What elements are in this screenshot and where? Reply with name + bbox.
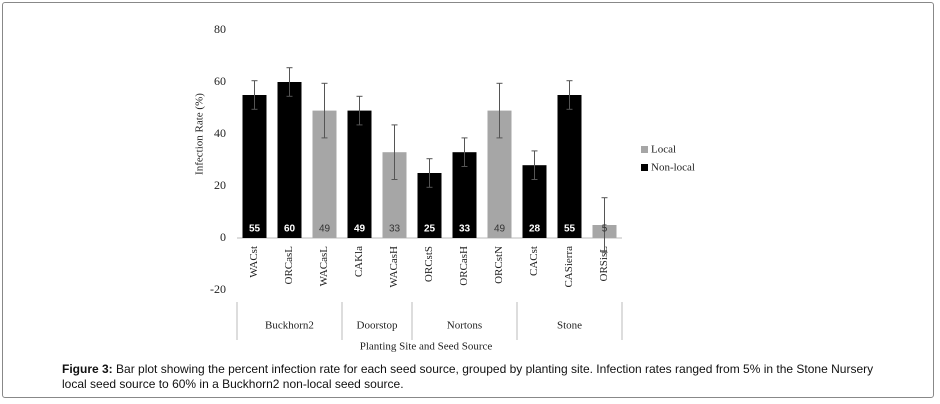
caption: Figure 3: Bar plot showing the percent i… [62, 362, 882, 392]
legend-swatch [641, 164, 648, 171]
bar [242, 95, 267, 238]
error-bar [286, 67, 293, 97]
bar [347, 110, 372, 238]
error-bar [356, 95, 363, 126]
error-bar [531, 150, 538, 180]
y-tick-label: 20 [214, 178, 226, 192]
value-label: 25 [424, 224, 436, 235]
value-label: 55 [249, 224, 261, 235]
error-bar [461, 137, 468, 167]
value-label: 55 [564, 224, 576, 235]
x-tick-label: WACasL [318, 246, 330, 287]
value-label: 49 [319, 224, 331, 235]
y-tick-label: 0 [220, 230, 226, 244]
group-label: Buckhorn2 [265, 320, 314, 332]
y-tick-label: 40 [214, 126, 226, 140]
legend-label: Local [651, 144, 676, 156]
x-tick-label: CASierra [563, 246, 575, 288]
x-tick-label: CACst [528, 246, 540, 276]
x-tick-label: WACst [248, 246, 260, 278]
error-bar [426, 158, 433, 188]
value-label: 49 [494, 224, 506, 235]
error-bar [566, 80, 573, 110]
legend-swatch [641, 146, 648, 153]
x-tick-label: ORCasL [283, 246, 295, 285]
legend-label: Non-local [651, 162, 695, 174]
caption-label: Figure 3: [62, 362, 113, 376]
y-tick-label: -20 [210, 282, 226, 296]
error-bar [391, 124, 398, 180]
y-tick-label: 80 [214, 22, 226, 36]
value-label: 5 [602, 224, 608, 235]
error-bar [251, 80, 258, 110]
error-bar [601, 197, 608, 253]
bar [557, 95, 582, 238]
error-bar [496, 82, 503, 139]
figure-frame [2, 2, 934, 398]
y-axis-title: Infection Rate (%) [194, 93, 206, 175]
x-axis-title: Planting Site and Seed Source [360, 341, 493, 353]
value-label: 33 [389, 224, 401, 235]
x-tick-label: ORCasH [458, 246, 470, 286]
x-tick-label: WACasH [388, 246, 400, 288]
x-tick-label: ORCstN [493, 246, 505, 284]
error-bar [321, 82, 328, 139]
x-tick-label: ORSisL [598, 246, 610, 282]
value-label: 60 [284, 224, 296, 235]
value-label: 49 [354, 224, 366, 235]
caption-text: Bar plot showing the percent infection r… [62, 362, 874, 391]
value-label: 33 [459, 224, 471, 235]
group-label: Doorstop [357, 320, 398, 332]
x-tick-label: CAKla [353, 246, 365, 277]
value-label: 28 [529, 224, 541, 235]
bar [277, 82, 302, 238]
group-label: Stone [557, 320, 582, 332]
group-label: Nortons [447, 320, 482, 332]
x-tick-label: ORCstS [423, 246, 435, 282]
y-tick-label: 60 [214, 74, 226, 88]
